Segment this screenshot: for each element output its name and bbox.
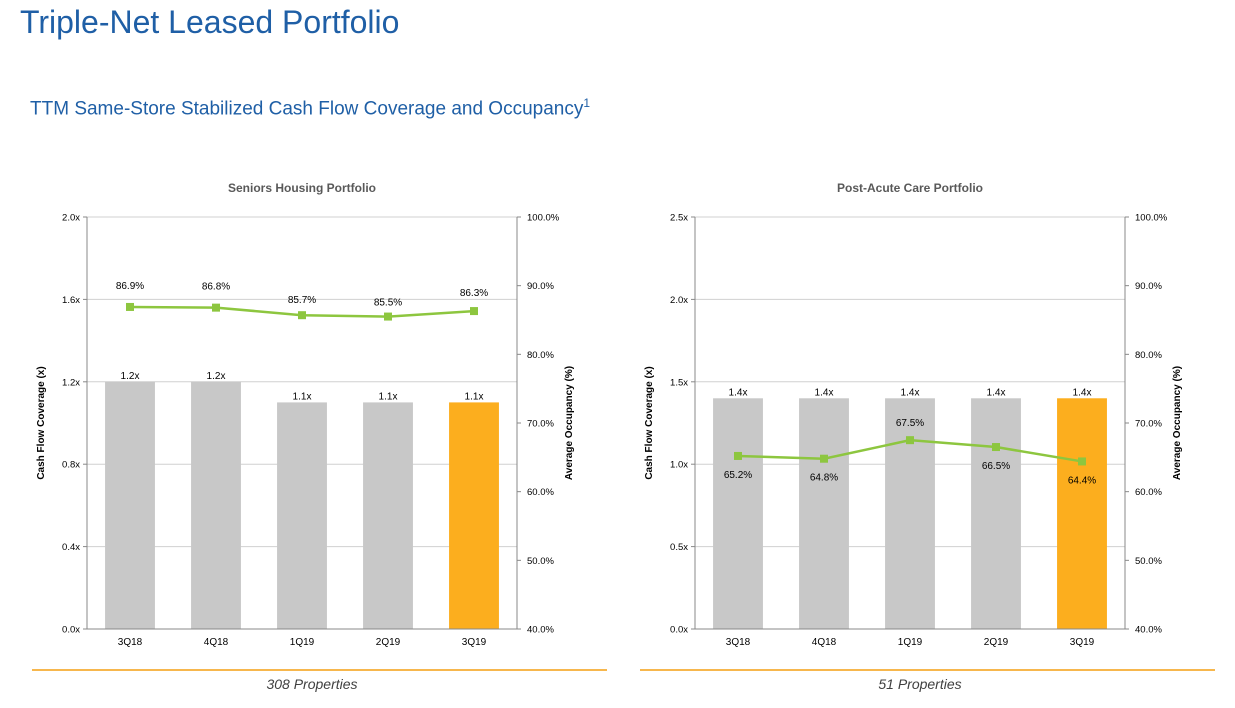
line-marker	[906, 436, 914, 445]
y2-tick-label: 90.0%	[527, 281, 554, 292]
line-data-label: 86.9%	[116, 281, 144, 292]
bar	[1057, 398, 1107, 629]
bar	[363, 402, 413, 629]
bar-data-label: 1.4x	[901, 387, 920, 398]
chart-svg: Seniors Housing Portfolio 0.0x 0.4x 0.8x 1.2…	[36, 181, 575, 648]
page-title: Triple-Net Leased Portfolio	[20, 4, 400, 40]
bar	[277, 402, 327, 629]
line-data-label: 85.7%	[288, 295, 316, 306]
y-tick-label: 0.0x	[670, 625, 688, 636]
y2-tick-label: 100.0%	[527, 213, 560, 224]
bar-data-label: 1.4x	[987, 387, 1006, 398]
y2-tick-label: 40.0%	[1135, 625, 1162, 636]
y-tick-label: 1.2x	[62, 377, 80, 388]
x-tick-label: 3Q19	[462, 637, 487, 648]
y2-tick-label: 40.0%	[527, 625, 554, 636]
y-tick-label: 0.4x	[62, 542, 80, 553]
x-tick-label: 1Q19	[898, 637, 923, 648]
line-marker	[734, 451, 742, 460]
x-tick-label: 2Q19	[376, 637, 401, 648]
bar	[971, 398, 1021, 629]
seniors-housing-chart: Seniors Housing Portfolio 0.0x 0.4x 0.8x 1.2…	[12, 170, 612, 700]
bar	[799, 398, 849, 629]
subtitle-text: TTM Same-Store Stabilized Cash Flow Cove…	[30, 98, 584, 120]
line-marker	[298, 311, 306, 320]
y2-axis-title: Average Occupancy (%)	[1172, 366, 1183, 480]
y2-axis-title: Average Occupancy (%)	[564, 366, 575, 480]
bar-data-label: 1.1x	[293, 391, 312, 402]
line-data-label: 86.3%	[460, 288, 488, 299]
chart-svg: Post-Acute Care Portfolio 0.0x 0.5x 1.0x 1.5…	[644, 181, 1183, 648]
y2-tick-label: 60.0%	[1135, 487, 1162, 498]
y-tick-label: 1.6x	[62, 295, 80, 306]
y-tick-label: 2.0x	[62, 213, 80, 224]
line-marker	[820, 454, 828, 463]
x-tick-label: 1Q19	[290, 637, 315, 648]
bar-data-label: 1.1x	[465, 391, 484, 402]
bar-data-label: 1.4x	[1073, 387, 1092, 398]
bar-data-label: 1.4x	[729, 387, 748, 398]
y2-tick-label: 90.0%	[1135, 281, 1162, 292]
y-tick-label: 0.5x	[670, 542, 688, 553]
y2-tick-label: 70.0%	[527, 419, 554, 430]
y2-tick-label: 80.0%	[1135, 350, 1162, 361]
y2-tick-label: 100.0%	[1135, 213, 1168, 224]
bar-data-label: 1.2x	[207, 371, 226, 382]
bar	[105, 381, 155, 629]
footer-rule	[32, 669, 607, 671]
line-data-label: 66.5%	[982, 461, 1010, 472]
bar	[191, 381, 241, 629]
line-data-label: 67.5%	[896, 418, 924, 429]
x-tick-label: 3Q18	[118, 637, 143, 648]
y-tick-label: 0.8x	[62, 460, 80, 471]
bar	[713, 398, 763, 629]
chart-title: Seniors Housing Portfolio	[228, 181, 376, 195]
page-subtitle: TTM Same-Store Stabilized Cash Flow Cove…	[30, 96, 590, 120]
y2-tick-label: 60.0%	[527, 487, 554, 498]
y2-tick-label: 50.0%	[527, 556, 554, 567]
bar-data-label: 1.1x	[379, 391, 398, 402]
line-data-label: 65.2%	[724, 470, 752, 481]
y-tick-label: 2.5x	[670, 213, 688, 224]
subtitle-footnote: 1	[583, 96, 591, 110]
bar	[449, 402, 499, 629]
line-data-label: 64.8%	[810, 473, 838, 484]
line-data-label: 85.5%	[374, 298, 402, 309]
x-tick-label: 4Q18	[204, 637, 229, 648]
y2-tick-label: 70.0%	[1135, 419, 1162, 430]
bar	[885, 398, 935, 629]
y-axis-title: Cash Flow Coverage (x)	[644, 366, 655, 479]
bar-data-label: 1.2x	[121, 371, 140, 382]
chart-footer: 308 Properties	[266, 676, 358, 692]
line-marker	[992, 443, 1000, 452]
line-marker	[1078, 457, 1086, 466]
x-tick-label: 3Q18	[726, 637, 751, 648]
x-tick-label: 2Q19	[984, 637, 1009, 648]
y2-tick-label: 80.0%	[527, 350, 554, 361]
line-marker	[470, 307, 478, 316]
line-marker	[126, 302, 134, 311]
line-data-label: 64.4%	[1068, 475, 1096, 486]
chart-title: Post-Acute Care Portfolio	[837, 181, 983, 195]
line-data-label: 86.8%	[202, 282, 230, 293]
y-tick-label: 0.0x	[62, 625, 80, 636]
line-marker	[384, 312, 392, 321]
y-tick-label: 2.0x	[670, 295, 688, 306]
x-tick-label: 3Q19	[1070, 637, 1095, 648]
line-marker	[212, 303, 220, 312]
y-tick-label: 1.0x	[670, 460, 688, 471]
footer-rule	[640, 669, 1215, 671]
bar-data-label: 1.4x	[815, 387, 834, 398]
y-axis-title: Cash Flow Coverage (x)	[36, 366, 47, 479]
x-tick-label: 4Q18	[812, 637, 837, 648]
y-tick-label: 1.5x	[670, 377, 688, 388]
post-acute-care-chart: Post-Acute Care Portfolio 0.0x 0.5x 1.0x 1.5…	[620, 170, 1220, 700]
chart-footer: 51 Properties	[878, 676, 962, 692]
y2-tick-label: 50.0%	[1135, 556, 1162, 567]
